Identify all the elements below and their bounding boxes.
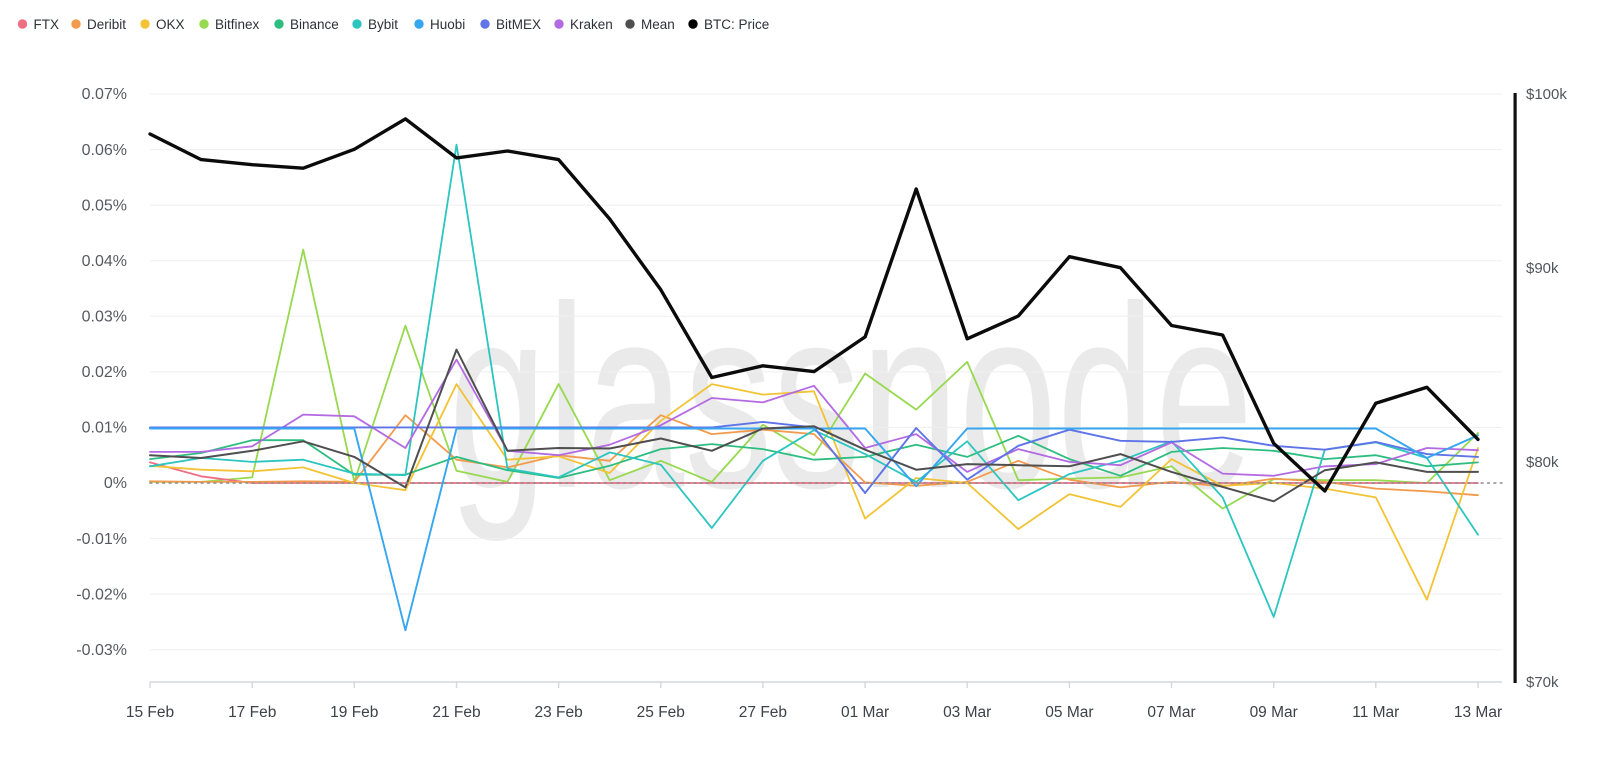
svg-text:05 Mar: 05 Mar bbox=[1045, 704, 1093, 721]
svg-text:09 Mar: 09 Mar bbox=[1250, 704, 1298, 721]
svg-text:0.07%: 0.07% bbox=[82, 86, 127, 103]
svg-text:11 Mar: 11 Mar bbox=[1352, 704, 1399, 721]
svg-text:0.06%: 0.06% bbox=[82, 142, 127, 159]
svg-text:0%: 0% bbox=[104, 475, 127, 492]
svg-text:0.05%: 0.05% bbox=[82, 197, 127, 214]
svg-text:25 Feb: 25 Feb bbox=[637, 704, 685, 721]
svg-text:glassnode: glassnode bbox=[449, 253, 1253, 543]
svg-text:27 Feb: 27 Feb bbox=[739, 704, 787, 721]
svg-text:$80k: $80k bbox=[1526, 454, 1559, 471]
svg-text:03 Mar: 03 Mar bbox=[943, 704, 991, 721]
svg-text:23 Feb: 23 Feb bbox=[534, 704, 582, 721]
svg-text:0.04%: 0.04% bbox=[82, 253, 127, 270]
svg-text:Mean: Mean bbox=[641, 17, 675, 32]
svg-text:Huobi: Huobi bbox=[430, 17, 465, 32]
svg-text:0.03%: 0.03% bbox=[82, 309, 127, 326]
svg-text:Kraken: Kraken bbox=[570, 17, 613, 32]
svg-text:$100k: $100k bbox=[1526, 86, 1567, 103]
svg-text:-0.02%: -0.02% bbox=[76, 586, 127, 603]
svg-text:OKX: OKX bbox=[156, 17, 185, 32]
svg-text:0.02%: 0.02% bbox=[82, 364, 127, 381]
svg-text:19 Feb: 19 Feb bbox=[330, 704, 378, 721]
svg-text:FTX: FTX bbox=[34, 17, 60, 32]
svg-text:15 Feb: 15 Feb bbox=[126, 704, 174, 721]
svg-text:Deribit: Deribit bbox=[87, 17, 126, 32]
svg-text:17 Feb: 17 Feb bbox=[228, 704, 276, 721]
svg-text:BTC: Price: BTC: Price bbox=[704, 17, 769, 32]
svg-text:Bybit: Bybit bbox=[368, 17, 398, 32]
svg-text:BitMEX: BitMEX bbox=[496, 17, 541, 32]
svg-text:Binance: Binance bbox=[290, 17, 339, 32]
svg-text:01 Mar: 01 Mar bbox=[841, 704, 889, 721]
svg-text:$90k: $90k bbox=[1526, 260, 1559, 277]
svg-text:Bitfinex: Bitfinex bbox=[215, 17, 260, 32]
svg-text:0.01%: 0.01% bbox=[82, 420, 127, 437]
svg-text:$70k: $70k bbox=[1526, 674, 1559, 691]
svg-text:07 Mar: 07 Mar bbox=[1147, 704, 1195, 721]
svg-text:13 Mar: 13 Mar bbox=[1454, 704, 1502, 721]
svg-text:21 Feb: 21 Feb bbox=[432, 704, 480, 721]
svg-text:-0.03%: -0.03% bbox=[76, 642, 127, 659]
svg-text:-0.01%: -0.01% bbox=[76, 531, 127, 548]
